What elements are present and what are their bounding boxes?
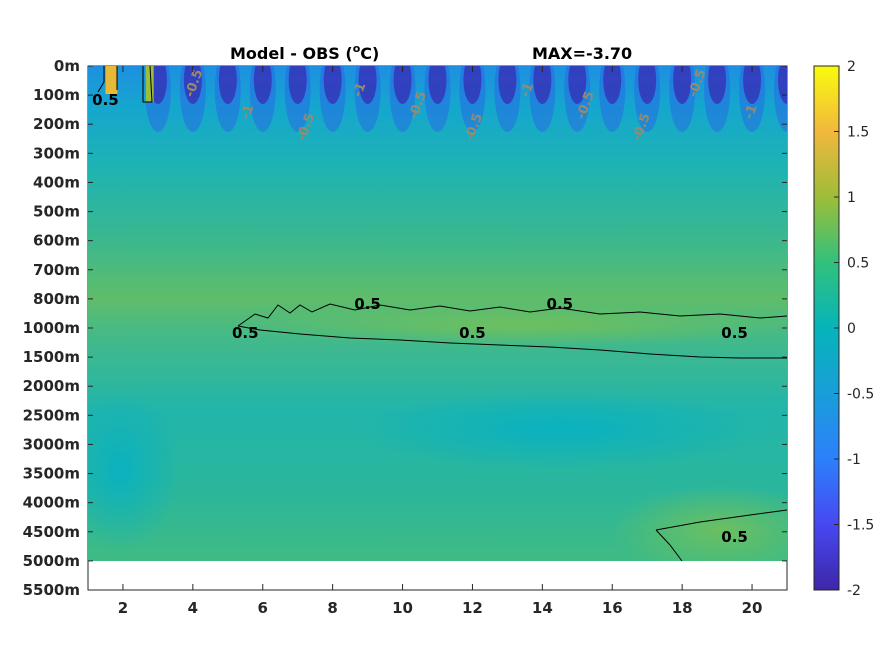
contour-line-deep	[655, 509, 788, 562]
surface-warm-spike	[145, 66, 154, 102]
surface-cold-core	[603, 66, 622, 104]
colorbar-tick-label: -1	[847, 452, 861, 468]
surface-cold-core	[183, 66, 202, 104]
x-tick-label: 16	[602, 599, 623, 617]
x-tick-label: 4	[188, 599, 198, 617]
contour-label: 0.5	[92, 91, 119, 109]
y-tick-label: 800m	[33, 290, 80, 308]
contour-line-upper	[237, 303, 788, 327]
x-tick-label: 14	[532, 599, 553, 617]
contour-label: 0.5	[354, 295, 381, 313]
colorbar-tick-label: 2	[847, 59, 856, 75]
colorbar-tick-label: -1.5	[847, 518, 874, 534]
surface-cold-core	[638, 66, 657, 104]
contour-line-lower	[237, 325, 787, 359]
y-tick-label: 2500m	[23, 406, 80, 424]
surface-contour-label: -1	[350, 81, 369, 100]
y-axis: 0m 100m 200m 300m 400m 500m 600m 700m 800m 1000m 1…	[23, 57, 787, 599]
contour-label: 0.5	[547, 295, 574, 313]
mid-cool-region	[360, 390, 760, 470]
x-tick-label: 8	[327, 599, 337, 617]
contour-label: 0.5	[721, 324, 748, 342]
contour-label: 0.5	[459, 324, 486, 342]
y-tick-label: 0m	[54, 57, 80, 75]
surface-cold-core	[673, 66, 692, 104]
y-tick-label: 200m	[33, 115, 80, 133]
y-tick-label: 4500m	[23, 523, 80, 541]
surface-cold-core	[743, 66, 762, 104]
surface-cold-core	[533, 66, 552, 104]
deep-cool-region	[88, 390, 180, 550]
y-tick-label: 100m	[33, 86, 80, 104]
surface-cold-core	[288, 66, 307, 104]
contour-labels: 0.5 0.5 0.5 0.5 0.5 0.5 0.5	[92, 91, 748, 546]
x-tick-label: 2	[118, 599, 128, 617]
colorbar-tick-label: -0.5	[847, 387, 874, 403]
surface-cold-core	[708, 66, 727, 104]
surface-cold-core	[778, 66, 787, 104]
max-label: MAX=-3.70	[532, 44, 632, 63]
colorbar-tick-label: -2	[847, 583, 861, 599]
surface-contour-label: -1	[742, 103, 761, 122]
deep-warm-region	[610, 485, 787, 561]
y-tick-label: 500m	[33, 203, 80, 221]
x-tick-label: 10	[392, 599, 413, 617]
y-tick-label: 3000m	[23, 435, 80, 453]
y-tick-label: 5000m	[23, 552, 80, 570]
contour-lines	[97, 65, 788, 562]
colorbar-tick-label: 1	[847, 190, 856, 206]
contour-label: 0.5	[721, 528, 748, 546]
surface-cold-core	[253, 66, 272, 104]
contour-line-surface	[97, 65, 153, 103]
surface-cold-core	[218, 66, 237, 104]
y-tick-label: 1000m	[23, 319, 80, 337]
x-tick-label: 18	[672, 599, 693, 617]
colorbar-ticks: 2 1.5 1 0.5 0 -0.5 -1 -1.5 -2	[834, 59, 874, 599]
x-tick-label: 12	[462, 599, 483, 617]
surface-cold-core	[428, 66, 447, 104]
colorbar: 2 1.5 1 0.5 0 -0.5 -1 -1.5 -2	[813, 59, 874, 599]
y-tick-label: 700m	[33, 261, 80, 279]
surface-cold-core	[463, 66, 482, 104]
mid-warm-band	[240, 303, 787, 347]
y-tick-label: 600m	[33, 232, 80, 250]
y-tick-label: 400m	[33, 173, 80, 191]
surface-contour-label: -1	[238, 103, 257, 122]
y-tick-label: 4000m	[23, 494, 80, 512]
colorbar-tick-label: 1.5	[847, 125, 869, 141]
contour-label: 0.5	[232, 324, 259, 342]
surface-cold-core	[323, 66, 342, 104]
chart-title: Model - OBS (oC)	[230, 42, 379, 63]
surface-cold-core	[358, 66, 377, 104]
y-tick-label: 300m	[33, 144, 80, 162]
y-tick-label: 2000m	[23, 377, 80, 395]
surface-contour-label: -1	[518, 81, 537, 100]
colorbar-tick-label: 0	[847, 321, 856, 337]
y-tick-label: 1500m	[23, 348, 80, 366]
x-tick-label: 20	[742, 599, 763, 617]
heatmap-field	[88, 66, 787, 561]
surface-warm-spike	[105, 66, 118, 94]
x-tick-label: 6	[258, 599, 268, 617]
surface-cold-core	[393, 66, 412, 104]
y-tick-label: 3500m	[23, 465, 80, 483]
surface-cold-core	[498, 66, 517, 104]
x-axis: 2 4 6 8 10 12 14 16 18 20	[118, 66, 763, 617]
surface-cold-core	[568, 66, 587, 104]
y-tick-label: 5500m	[23, 581, 80, 599]
colorbar-tick-label: 0.5	[847, 256, 869, 272]
